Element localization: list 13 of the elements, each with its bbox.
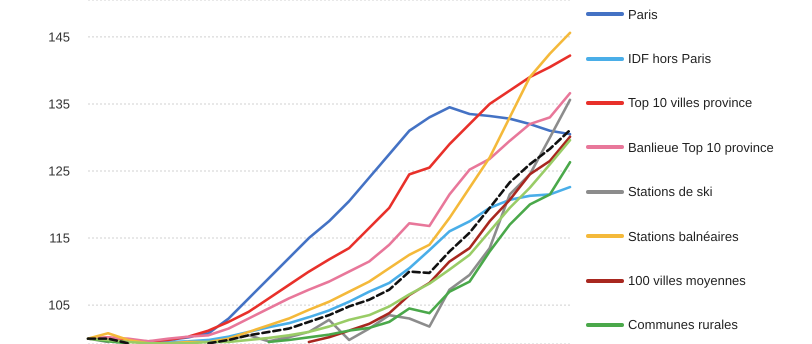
legend-label: Banlieue Top 10 province — [628, 140, 774, 155]
y-tick-label: 125 — [48, 164, 70, 179]
legend-label: 100 villes moyennes — [628, 273, 746, 288]
legend-label: Paris — [628, 6, 658, 22]
y-tick-label: 145 — [48, 29, 70, 44]
y-tick-label: 105 — [48, 298, 70, 313]
legend-label: Stations balnéaires — [628, 228, 739, 244]
legend-label: Communes rurales — [628, 317, 738, 332]
legend-label: Stations de ski — [628, 184, 713, 200]
y-tick-label: 135 — [48, 96, 70, 112]
legend-label: Top 10 villes province — [628, 95, 752, 110]
legend-label: IDF hors Paris — [628, 51, 712, 66]
y-tick-label: 115 — [49, 230, 70, 246]
